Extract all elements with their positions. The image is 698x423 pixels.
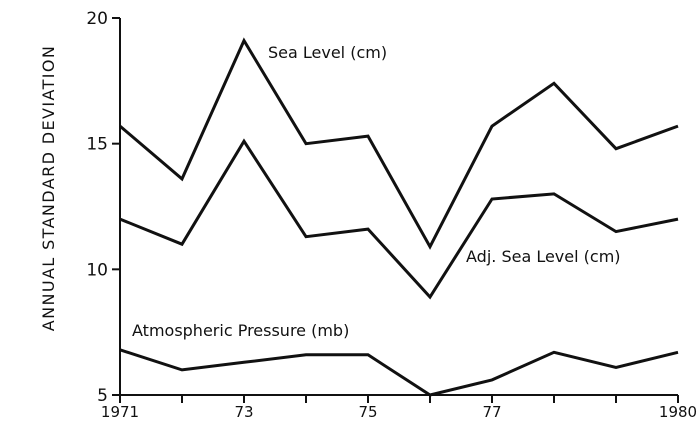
adj-sea-level-line — [119, 138, 679, 300]
y-axis-title: ANNUAL STANDARD DEVIATION — [39, 45, 58, 332]
sea-level-line — [119, 37, 679, 250]
series-label-adj-sea-level: Adj. Sea Level (cm) — [466, 247, 621, 266]
x-tick-label: 75 — [358, 403, 377, 421]
series-label-atmospheric-pressure: Atmospheric Pressure (mb) — [132, 321, 349, 340]
x-tick-label: 73 — [234, 403, 253, 421]
y-tick-label: 10 — [86, 260, 108, 280]
series-group — [119, 37, 679, 397]
y-axis-label: ANNUAL STANDARD DEVIATION — [39, 45, 58, 332]
x-tick-label: 1980 — [659, 403, 697, 421]
atmospheric-pressure-line — [119, 348, 679, 397]
x-ticks: 1971 73 75 77 1980 — [101, 395, 697, 421]
y-tick-label: 15 — [86, 135, 108, 155]
x-tick-label: 1971 — [101, 403, 139, 421]
x-tick-label: 77 — [482, 403, 501, 421]
y-tick-label: 20 — [86, 9, 108, 29]
y-tick-label: 5 — [97, 386, 108, 406]
y-ticks: 5 10 15 20 — [86, 9, 120, 406]
series-label-sea-level: Sea Level (cm) — [268, 43, 387, 62]
